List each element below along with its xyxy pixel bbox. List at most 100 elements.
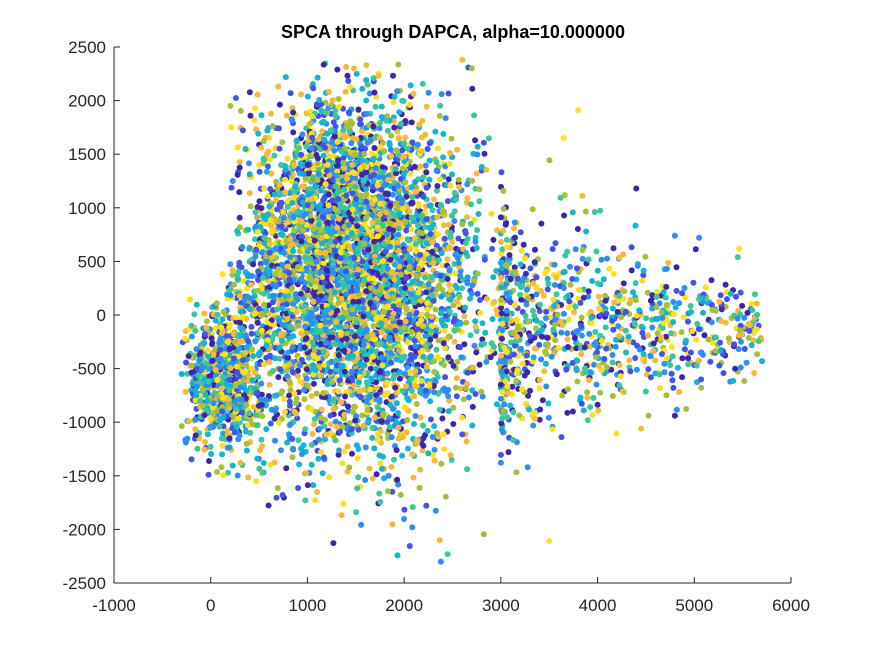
- scatter-point: [318, 406, 325, 413]
- scatter-point: [275, 83, 282, 90]
- scatter-point: [449, 212, 455, 219]
- scatter-point: [459, 414, 466, 421]
- scatter-point: [340, 500, 347, 507]
- scatter-point: [447, 287, 454, 294]
- scatter-point: [207, 443, 214, 450]
- scatter-point: [256, 305, 263, 312]
- scatter-point: [299, 451, 305, 457]
- scatter-point: [365, 246, 372, 253]
- scatter-point: [473, 245, 480, 251]
- scatter-point: [438, 460, 445, 467]
- scatter-point: [473, 349, 480, 356]
- scatter-point: [289, 369, 296, 376]
- scatter-point: [243, 344, 250, 351]
- scatter-point: [203, 324, 210, 331]
- scatter-point: [248, 330, 255, 337]
- scatter-point: [292, 400, 299, 407]
- scatter-point: [329, 219, 336, 226]
- scatter-point: [225, 396, 232, 403]
- scatter-point: [291, 408, 298, 415]
- scatter-point: [393, 400, 400, 407]
- scatter-point: [429, 274, 435, 281]
- scatter-point: [369, 376, 375, 383]
- scatter-point: [478, 388, 485, 395]
- scatter-point: [235, 415, 242, 422]
- scatter-point: [352, 333, 358, 340]
- scatter-point: [318, 187, 324, 194]
- scatter-point: [450, 318, 457, 325]
- scatter-point: [334, 66, 341, 73]
- scatter-point: [224, 339, 231, 346]
- scatter-point: [451, 338, 458, 345]
- scatter-point: [182, 389, 189, 395]
- scatter-point: [252, 105, 258, 112]
- scatter-point: [272, 408, 278, 414]
- scatter-point: [356, 373, 363, 380]
- scatter-point: [290, 445, 296, 452]
- scatter-point: [429, 207, 436, 214]
- scatter-point: [388, 350, 394, 357]
- scatter-point: [354, 485, 361, 492]
- scatter-point: [369, 434, 376, 441]
- scatter-point: [424, 300, 431, 306]
- scatter-point: [451, 327, 458, 334]
- scatter-point: [246, 306, 253, 313]
- scatter-point: [287, 324, 293, 331]
- scatter-point: [422, 162, 429, 169]
- scatter-point: [338, 512, 345, 519]
- scatter-point: [234, 369, 241, 376]
- scatter-point: [251, 310, 258, 317]
- scatter-point: [260, 460, 267, 466]
- scatter-point: [201, 310, 208, 317]
- scatter-point: [254, 389, 261, 396]
- scatter-point: [436, 112, 443, 119]
- scatter-point: [247, 203, 254, 210]
- scatter-point: [269, 368, 276, 374]
- scatter-point: [349, 426, 355, 432]
- scatter-point: [441, 445, 448, 452]
- scatter-point: [319, 128, 326, 135]
- scatter-point: [462, 240, 469, 246]
- scatter-point: [206, 458, 212, 464]
- scatter-point: [433, 159, 440, 166]
- scatter-point: [401, 506, 408, 513]
- scatter-point: [261, 185, 268, 192]
- scatter-point: [217, 346, 224, 353]
- scatter-point: [338, 399, 345, 406]
- scatter-point: [273, 392, 280, 399]
- scatter-point: [390, 99, 397, 106]
- scatter-point: [447, 150, 453, 156]
- scatter-point: [348, 374, 355, 381]
- scatter-point: [311, 353, 317, 359]
- scatter-point: [317, 414, 324, 421]
- scatter-point: [188, 333, 195, 340]
- scatter-point: [370, 353, 377, 360]
- scatter-point: [295, 373, 302, 380]
- scatter-point: [444, 198, 451, 205]
- scatter-point: [254, 319, 261, 326]
- scatter-point: [525, 392, 532, 399]
- scatter-point: [338, 363, 345, 370]
- scatter-point: [389, 521, 396, 528]
- scatter-point: [295, 485, 302, 491]
- scatter-point: [192, 426, 199, 433]
- scatter-point: [316, 425, 323, 432]
- scatter-point: [258, 401, 265, 408]
- scatter-point: [408, 119, 415, 126]
- scatter-point: [387, 243, 394, 250]
- scatter-point: [395, 61, 402, 68]
- scatter-point: [312, 367, 319, 374]
- scatter-point: [231, 429, 238, 436]
- scatter-point: [365, 419, 372, 426]
- scatter-point: [241, 297, 248, 304]
- scatter-point: [242, 349, 249, 356]
- scatter-point: [401, 290, 408, 297]
- scatter-point: [371, 414, 378, 421]
- scatter-point: [411, 163, 418, 170]
- scatter-point: [353, 509, 360, 516]
- scatter-point: [411, 421, 417, 427]
- scatter-point: [218, 385, 225, 392]
- scatter-point: [401, 140, 408, 147]
- scatter-point: [431, 446, 438, 453]
- scatter-point: [392, 327, 399, 334]
